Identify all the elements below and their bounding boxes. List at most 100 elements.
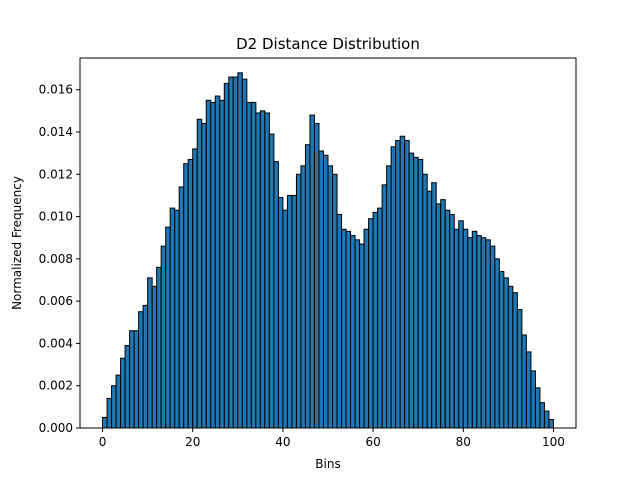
histogram-bar	[259, 110, 266, 429]
plot-area-frame	[79, 57, 577, 429]
histogram-bar	[124, 345, 131, 429]
histogram-bar	[151, 285, 158, 429]
histogram-bar	[521, 334, 527, 429]
histogram-bar	[295, 173, 302, 429]
histogram-bar	[286, 194, 293, 429]
histogram-bar	[507, 285, 514, 429]
histogram-bar	[426, 190, 433, 429]
histogram-bar	[543, 410, 550, 429]
x-tick-label: 60	[365, 435, 380, 449]
histogram-bar	[449, 213, 455, 429]
histogram-bar	[228, 76, 234, 429]
histogram-bar	[386, 165, 392, 429]
histogram-bar	[160, 245, 167, 429]
histogram-bar	[291, 194, 297, 429]
histogram-bar	[399, 135, 406, 429]
histogram-bar	[264, 112, 270, 429]
histogram-bar	[147, 277, 153, 429]
histogram-bar	[304, 144, 311, 429]
y-tick-label: 0.006	[39, 294, 73, 308]
histogram-bar	[422, 173, 428, 429]
histogram-bar	[309, 114, 315, 429]
histogram-bar	[512, 292, 518, 429]
histogram-bar	[241, 78, 248, 429]
histogram-bar	[273, 161, 279, 429]
histogram-bar	[282, 209, 288, 429]
histogram-bar	[476, 235, 482, 429]
histogram-bar	[431, 182, 437, 429]
histogram-bar	[246, 101, 252, 429]
x-tick-label: 20	[185, 435, 200, 449]
y-tick-label: 0.000	[39, 421, 73, 435]
histogram-bar	[165, 226, 171, 429]
histogram-bar	[377, 207, 383, 429]
histogram-bar	[345, 230, 352, 429]
histogram-bar	[318, 150, 324, 429]
histogram-bar	[205, 99, 212, 429]
histogram-bar	[313, 123, 320, 429]
y-tick-label: 0.016	[39, 83, 73, 97]
y-tick-label: 0.002	[39, 379, 73, 393]
histogram-bar	[395, 139, 401, 429]
histogram-bar	[142, 304, 149, 429]
histogram-bar	[498, 271, 505, 429]
histogram-bar	[255, 112, 261, 429]
histogram-bar	[120, 357, 126, 429]
histogram-bar	[138, 311, 144, 429]
histogram-bar	[237, 72, 243, 429]
y-tick-label: 0.004	[39, 336, 73, 350]
histogram-bar	[390, 146, 397, 429]
histogram-bar	[413, 156, 419, 429]
histogram-bar	[516, 309, 523, 429]
histogram-bar	[277, 197, 284, 429]
histogram-bar	[458, 220, 464, 429]
histogram-bar	[539, 402, 545, 429]
histogram-bar	[341, 228, 347, 429]
histogram-bar	[268, 133, 275, 429]
y-tick-label: 0.008	[39, 252, 73, 266]
x-axis-ticks: 0 20 40 60 80 100	[99, 428, 565, 449]
histogram-bar	[350, 235, 356, 429]
histogram-bar	[210, 101, 216, 429]
histogram-bar	[336, 213, 343, 429]
histogram-bar	[133, 330, 140, 429]
histogram-bar	[363, 228, 370, 429]
histogram-bar	[404, 139, 410, 429]
x-tick-label: 0	[99, 435, 107, 449]
x-tick-label: 80	[456, 435, 471, 449]
histogram-bar	[300, 165, 306, 429]
histogram-bar	[534, 387, 541, 429]
histogram-bar	[187, 158, 194, 429]
x-tick-label: 100	[542, 435, 565, 449]
histogram-bar	[223, 82, 230, 429]
histogram-bar	[462, 228, 469, 429]
histogram-bar	[332, 173, 338, 429]
histogram-bar	[102, 416, 108, 429]
histogram-bar	[250, 101, 257, 429]
histogram-bar	[322, 154, 329, 429]
x-axis-label: Bins	[315, 457, 340, 471]
histogram-bar	[196, 118, 203, 429]
histogram-bar	[192, 148, 198, 429]
histogram-bar	[444, 209, 451, 429]
y-tick-label: 0.012	[39, 167, 73, 181]
histogram-bar	[471, 230, 478, 429]
histogram-bar	[115, 374, 122, 429]
histogram-bar	[453, 228, 460, 429]
histogram-bar	[174, 209, 180, 429]
histogram-bar	[494, 258, 500, 429]
y-tick-label: 0.010	[39, 210, 73, 224]
histogram-bar	[435, 203, 442, 429]
histogram-bar	[111, 385, 117, 429]
histogram-bar	[183, 163, 189, 429]
chart-title: D2 Distance Distribution	[236, 35, 420, 53]
histogram-bar	[525, 351, 532, 429]
y-axis-label: Normalized Frequency	[10, 176, 24, 310]
y-tick-label: 0.014	[39, 125, 73, 139]
y-axis-ticks: 0.000 0.002 0.004 0.006 0.008 0.010 0.012 0.014…	[39, 83, 80, 435]
histogram-bar	[417, 158, 424, 429]
histogram-bar	[368, 218, 374, 429]
histogram-bar	[214, 95, 221, 429]
histogram-bar	[440, 199, 446, 429]
